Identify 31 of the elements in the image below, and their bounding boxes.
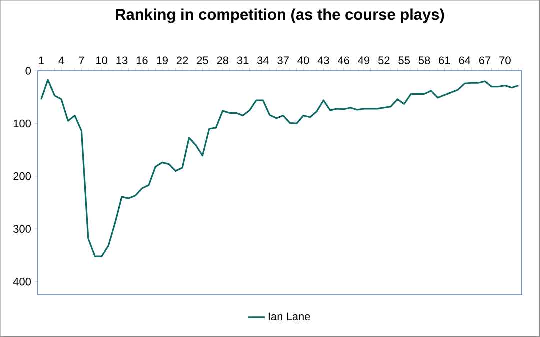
y-tick-label: 0 (26, 67, 32, 75)
x-tick-label: 55 (398, 56, 410, 64)
x-tick-label: 19 (157, 56, 168, 64)
x-tick-label: 64 (459, 56, 471, 64)
x-tick-label: 13 (116, 56, 128, 64)
legend-label: Ian Lane (268, 312, 310, 321)
x-tick-label: 58 (418, 56, 430, 64)
x-tick-label: 25 (197, 56, 208, 64)
y-tick-label: 400 (13, 278, 32, 286)
chart-title: Ranking in competition (as the course plays) (116, 8, 444, 24)
x-tick-label: 28 (217, 56, 228, 64)
x-tick-label: 61 (439, 56, 450, 64)
x-tick-label: 16 (136, 56, 148, 64)
x-tick-label: 40 (298, 56, 310, 64)
x-tick-label: 22 (176, 56, 188, 64)
y-tick-label: 200 (14, 172, 32, 180)
x-tick-label: 49 (358, 56, 370, 64)
y-tick-label: 300 (14, 225, 32, 234)
x-tick-label: 52 (378, 56, 390, 64)
x-tick-label: 4 (58, 56, 64, 64)
x-tick-label: 67 (479, 56, 491, 64)
x-tick-label: 43 (318, 56, 330, 64)
x-tick-label: 70 (500, 56, 511, 64)
x-tick-label: 7 (79, 56, 84, 64)
x-tick-label: 1 (39, 56, 44, 64)
x-tick-label: 37 (278, 56, 289, 64)
x-tick-label: 46 (338, 56, 350, 64)
x-tick-label: 34 (258, 56, 269, 64)
x-tick-label: 31 (237, 56, 249, 64)
x-tick-label: 10 (96, 56, 108, 64)
y-tick-label: 100 (14, 120, 32, 128)
